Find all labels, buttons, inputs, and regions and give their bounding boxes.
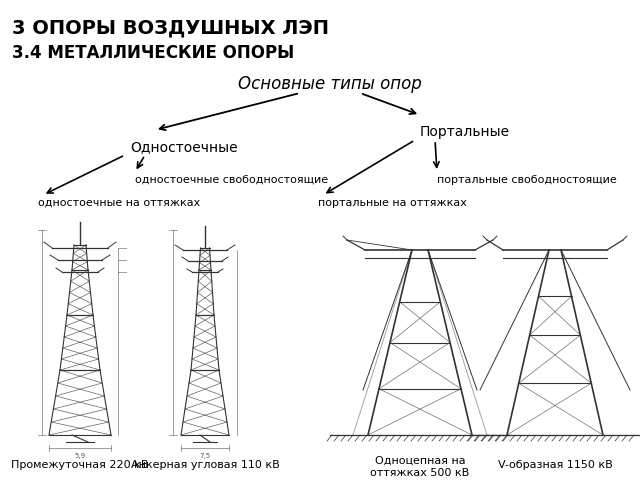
Text: Основные типы опор: Основные типы опор [238,75,422,93]
Text: одностоечные свободностоящие: одностоечные свободностоящие [135,175,328,185]
Text: 3 ОПОРЫ ВОЗДУШНЫХ ЛЭП: 3 ОПОРЫ ВОЗДУШНЫХ ЛЭП [12,18,329,37]
Text: Анкерная угловая 110 кВ: Анкерная угловая 110 кВ [131,460,280,470]
Text: 3.4 МЕТАЛЛИЧЕСКИЕ ОПОРЫ: 3.4 МЕТАЛЛИЧЕСКИЕ ОПОРЫ [12,44,294,62]
Text: V-образная 1150 кВ: V-образная 1150 кВ [498,460,612,470]
Text: одностоечные на оттяжках: одностоечные на оттяжках [38,198,200,208]
Text: Портальные: Портальные [420,125,510,139]
Text: 7,5: 7,5 [200,453,211,459]
Text: 5,9: 5,9 [74,453,86,459]
Text: портальные на оттяжках: портальные на оттяжках [318,198,467,208]
Text: Промежуточная 220 кВ: Промежуточная 220 кВ [12,460,148,470]
Text: Одностоечные: Одностоечные [130,140,237,154]
Text: Одноцепная на
оттяжках 500 кВ: Одноцепная на оттяжках 500 кВ [371,456,470,478]
Text: портальные свободностоящие: портальные свободностоящие [437,175,617,185]
